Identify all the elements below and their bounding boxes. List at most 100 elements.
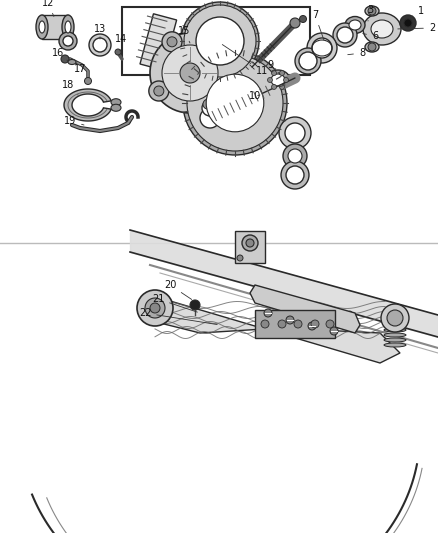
Ellipse shape bbox=[384, 318, 406, 322]
Circle shape bbox=[268, 77, 272, 83]
Ellipse shape bbox=[285, 123, 305, 143]
Circle shape bbox=[272, 84, 276, 90]
Ellipse shape bbox=[281, 161, 309, 189]
Polygon shape bbox=[150, 298, 400, 363]
Text: 12: 12 bbox=[42, 0, 54, 17]
Ellipse shape bbox=[384, 333, 406, 337]
Ellipse shape bbox=[365, 42, 379, 52]
Ellipse shape bbox=[181, 2, 259, 80]
Circle shape bbox=[326, 320, 334, 328]
Ellipse shape bbox=[111, 99, 121, 106]
Ellipse shape bbox=[271, 74, 285, 86]
Circle shape bbox=[272, 70, 276, 76]
Bar bbox=[42, 15, 68, 39]
Text: 20: 20 bbox=[164, 280, 192, 300]
Ellipse shape bbox=[333, 23, 357, 47]
Ellipse shape bbox=[312, 38, 332, 58]
Circle shape bbox=[290, 18, 300, 28]
Ellipse shape bbox=[384, 323, 406, 327]
Circle shape bbox=[242, 235, 258, 251]
Ellipse shape bbox=[63, 36, 73, 46]
Ellipse shape bbox=[349, 20, 361, 30]
Circle shape bbox=[162, 32, 182, 52]
Ellipse shape bbox=[36, 15, 48, 39]
Text: 18: 18 bbox=[62, 80, 78, 95]
Text: 16: 16 bbox=[52, 48, 68, 61]
Text: 19: 19 bbox=[64, 116, 84, 126]
Ellipse shape bbox=[384, 338, 406, 342]
Circle shape bbox=[368, 7, 376, 15]
Text: 10: 10 bbox=[249, 91, 261, 101]
Polygon shape bbox=[64, 89, 111, 121]
Ellipse shape bbox=[62, 15, 74, 39]
Circle shape bbox=[404, 19, 412, 27]
Text: 8: 8 bbox=[348, 48, 365, 58]
Ellipse shape bbox=[279, 117, 311, 149]
Bar bbox=[255, 310, 335, 338]
Circle shape bbox=[279, 70, 285, 76]
Circle shape bbox=[278, 320, 286, 328]
Ellipse shape bbox=[363, 13, 401, 45]
Circle shape bbox=[190, 300, 200, 310]
Circle shape bbox=[279, 84, 285, 90]
Circle shape bbox=[283, 144, 307, 168]
Ellipse shape bbox=[307, 33, 337, 63]
Ellipse shape bbox=[337, 27, 353, 43]
Bar bbox=[122, 7, 310, 75]
Ellipse shape bbox=[68, 60, 76, 64]
Ellipse shape bbox=[198, 96, 222, 120]
Circle shape bbox=[137, 290, 173, 326]
Circle shape bbox=[368, 43, 376, 51]
Ellipse shape bbox=[206, 74, 264, 132]
Ellipse shape bbox=[384, 313, 406, 317]
Ellipse shape bbox=[299, 52, 317, 70]
Circle shape bbox=[211, 45, 231, 65]
Text: 1: 1 bbox=[410, 6, 424, 18]
Text: 3: 3 bbox=[367, 5, 373, 21]
Ellipse shape bbox=[384, 308, 406, 312]
Circle shape bbox=[149, 81, 169, 101]
Ellipse shape bbox=[93, 38, 107, 52]
Circle shape bbox=[348, 311, 352, 315]
Ellipse shape bbox=[202, 100, 218, 116]
Text: 21: 21 bbox=[152, 294, 198, 312]
Circle shape bbox=[203, 99, 213, 109]
Circle shape bbox=[294, 320, 302, 328]
Circle shape bbox=[308, 322, 316, 330]
Circle shape bbox=[283, 77, 289, 83]
Ellipse shape bbox=[196, 17, 244, 65]
Circle shape bbox=[85, 77, 92, 85]
Circle shape bbox=[145, 298, 165, 318]
Circle shape bbox=[311, 320, 319, 328]
Ellipse shape bbox=[384, 343, 406, 347]
Bar bbox=[140, 14, 177, 70]
Circle shape bbox=[381, 304, 409, 332]
Circle shape bbox=[400, 15, 416, 31]
Ellipse shape bbox=[345, 17, 365, 34]
Ellipse shape bbox=[183, 51, 287, 155]
Text: 22: 22 bbox=[139, 308, 217, 325]
Ellipse shape bbox=[194, 102, 226, 134]
Text: 14: 14 bbox=[115, 34, 127, 51]
Circle shape bbox=[246, 239, 254, 247]
Circle shape bbox=[261, 320, 269, 328]
Circle shape bbox=[167, 37, 177, 47]
Ellipse shape bbox=[65, 21, 71, 33]
Circle shape bbox=[180, 63, 200, 83]
Circle shape bbox=[150, 303, 160, 313]
Circle shape bbox=[286, 316, 294, 324]
Ellipse shape bbox=[111, 104, 121, 111]
Circle shape bbox=[216, 50, 226, 60]
Circle shape bbox=[154, 86, 164, 96]
Text: 6: 6 bbox=[363, 31, 378, 41]
Circle shape bbox=[264, 309, 272, 317]
Circle shape bbox=[330, 327, 338, 335]
Ellipse shape bbox=[286, 166, 304, 184]
Text: 15: 15 bbox=[178, 26, 190, 43]
Circle shape bbox=[150, 33, 230, 113]
Circle shape bbox=[162, 45, 218, 101]
Ellipse shape bbox=[266, 70, 290, 90]
Circle shape bbox=[387, 310, 403, 326]
Circle shape bbox=[61, 55, 69, 63]
Text: 2: 2 bbox=[398, 23, 435, 33]
